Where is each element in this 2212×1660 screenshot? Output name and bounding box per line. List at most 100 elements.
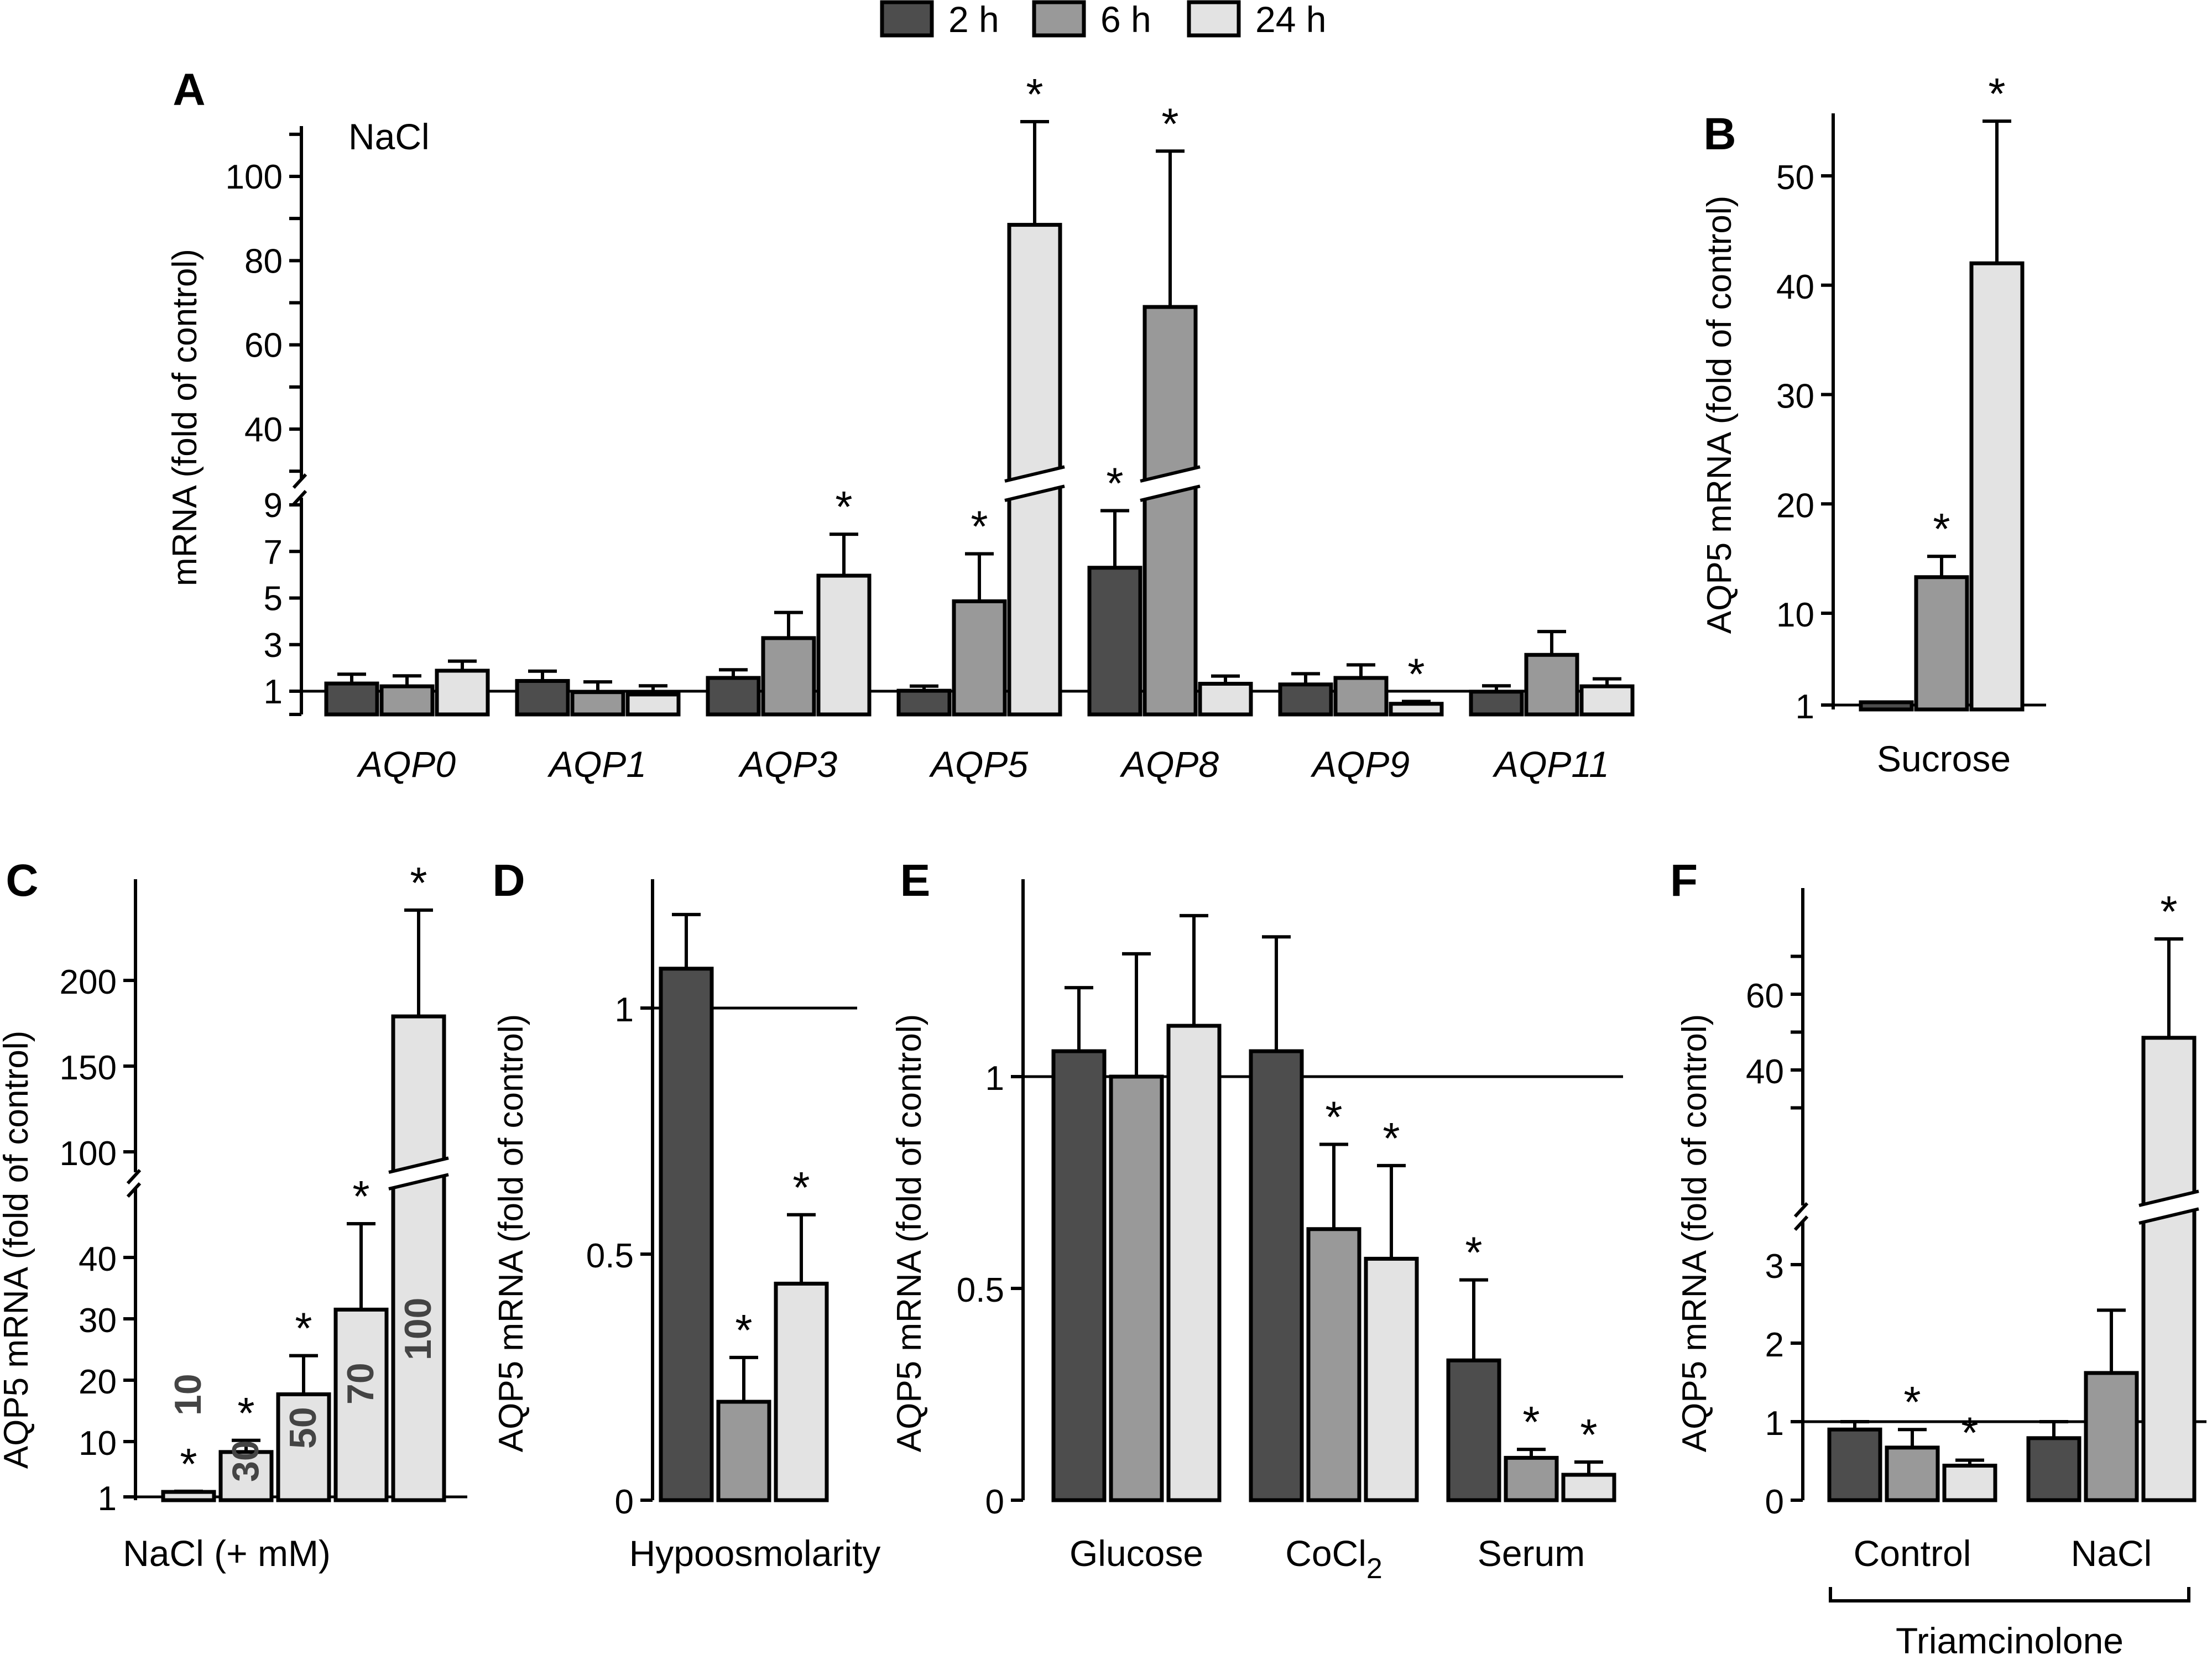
bar-sucrose-2h [1859, 700, 1914, 712]
bar-AQP5-6h [952, 599, 1007, 717]
significance-star: * [180, 1439, 197, 1489]
bar-serum-2h [1446, 1358, 1501, 1502]
y-tick-label: 150 [60, 1049, 117, 1087]
bar-break-line-upper [1140, 465, 1201, 483]
y-axis-title: AQP5 mRNA (fold of control) [890, 1014, 928, 1453]
significance-star: * [1522, 1397, 1540, 1447]
y-tick-label: 40 [79, 1240, 117, 1278]
significance-star: * [1988, 69, 2005, 118]
panel-letter-e: E [900, 855, 931, 906]
panel-letter-f: F [1670, 855, 1698, 906]
y-tick-label: 1 [98, 1480, 117, 1518]
x-axis-label-nacl-mm: NaCl (+ mM) [123, 1533, 331, 1574]
bar-glucose-2h [1051, 1049, 1107, 1502]
bar-AQP9-2h [1278, 682, 1333, 717]
significance-star: * [1383, 1114, 1400, 1163]
significance-star: * [1961, 1408, 1978, 1458]
y-axis-title: AQP5 mRNA (fold of control) [1700, 196, 1739, 634]
y-tick-label: 40 [1776, 268, 1814, 306]
bar-hypoosmolarity-6h [716, 1400, 771, 1502]
legend-swatch-24h [1187, 0, 1241, 38]
x-axis-label-sucrose: Sucrose [1877, 738, 2011, 779]
y-tick-label: 7 [264, 533, 283, 571]
y-tick-label: 0.5 [586, 1237, 634, 1275]
bar-AQP11-2h [1469, 690, 1524, 717]
legend: 2 h 6 h 24 h [880, 0, 1326, 40]
panel-a: A NaCl 40 60 80 100 1 3 5 7 9 mRNA (fold of control… [166, 65, 1635, 785]
x-category-label: AQP5 [928, 744, 1028, 785]
legend-swatch-2h [880, 0, 934, 38]
x-category-label: CoCl2 [1285, 1533, 1383, 1585]
y-tick-label: 1 [615, 991, 634, 1029]
x-category-label: NaCl [2071, 1533, 2152, 1574]
bar-serum-6h [1504, 1455, 1559, 1502]
significance-star: * [1903, 1377, 1921, 1427]
significance-star: * [410, 858, 427, 907]
x-axis-label-triamcinolone: Triamcinolone [1896, 1620, 2124, 1660]
axis-break-mark [1793, 1202, 1809, 1218]
bar-break-gap [2139, 1191, 2199, 1223]
concentration-label: 100 [397, 1298, 439, 1360]
concentration-label: 70 [340, 1363, 382, 1405]
panel-letter-c: C [6, 855, 38, 906]
bar-control-6h [1885, 1445, 1940, 1502]
significance-star: * [1161, 99, 1178, 148]
bar-AQP0-6h [379, 684, 435, 717]
concentration-label: 10 [167, 1374, 209, 1416]
bar-AQP1-2h [515, 678, 570, 717]
x-category-label: AQP9 [1310, 744, 1410, 785]
bar-AQP1-6h [570, 690, 625, 717]
significance-star: * [1580, 1410, 1597, 1459]
bar-sucrose-24h [1969, 261, 2025, 712]
significance-star: * [352, 1172, 369, 1221]
y-tick-label: 0 [1765, 1483, 1784, 1521]
panel-f: F 40 60 0 1 2 3 AQP5 mRNA (fold of control) * * Co… [1670, 855, 2206, 1660]
y-tick-label: 20 [1776, 487, 1814, 525]
panel-letter-a: A [173, 65, 205, 115]
bar-sucrose-6h [1914, 575, 1969, 712]
significance-star: * [792, 1163, 810, 1212]
panel-e: E 0 0.5 1 AQP5 mRNA (fold of control) Glucose… [890, 855, 1623, 1585]
significance-star: * [1407, 650, 1425, 699]
bar-control-24h [1942, 1464, 1997, 1502]
bar-hypoosmolarity-24h [774, 1281, 829, 1502]
bar-control-2h [1827, 1427, 1882, 1502]
bar-AQP8-24h [1198, 682, 1253, 717]
x-category-label: Serum [1478, 1533, 1585, 1574]
bar-cocl-24h [1364, 1256, 1419, 1502]
y-tick-label: 0.5 [957, 1271, 1004, 1309]
bar-break-gap [1005, 467, 1065, 500]
bar-AQP11-6h [1524, 652, 1579, 717]
x-category-label: AQP0 [356, 744, 456, 785]
bar-serum-24h [1561, 1473, 1616, 1502]
bar-break-gap [1140, 467, 1200, 500]
axis-break-mark [126, 1168, 142, 1185]
y-tick-label: 40 [244, 411, 283, 449]
bar-nacl-100mm [391, 1014, 446, 1502]
y-tick-label: 5 [264, 580, 283, 618]
y-axis-title: mRNA (fold of control) [166, 249, 204, 586]
bar-break-line-lower [388, 1173, 449, 1191]
significance-star: * [735, 1306, 752, 1355]
y-tick-label: 1 [1765, 1405, 1784, 1443]
y-tick-label: 0 [615, 1483, 634, 1521]
y-tick-label: 2 [1765, 1326, 1784, 1364]
bar-break-line-upper [388, 1156, 449, 1174]
legend-swatch-6h [1032, 0, 1086, 38]
concentration-label: 50 [282, 1407, 324, 1449]
bar-nacl-24h [2141, 1036, 2197, 1502]
x-axis-label-hypoosmolarity: Hypoosmolarity [629, 1533, 881, 1574]
bar-AQP3-6h [761, 636, 816, 717]
y-axis-title: AQP5 mRNA (fold of control) [492, 1014, 530, 1453]
y-tick-label: 200 [60, 963, 117, 1001]
x-category-label: Control [1854, 1533, 1971, 1574]
y-tick-label: 60 [1746, 977, 1784, 1015]
y-tick-label: 100 [60, 1135, 117, 1173]
bar-AQP5-2h [896, 688, 952, 717]
y-axis-title: AQP5 mRNA (fold of control) [1676, 1014, 1714, 1453]
axis-break-mark [126, 1182, 142, 1198]
bar-cocl-2h [1249, 1049, 1304, 1502]
bar-AQP3-2h [706, 676, 761, 717]
x-category-label: AQP11 [1492, 744, 1609, 785]
